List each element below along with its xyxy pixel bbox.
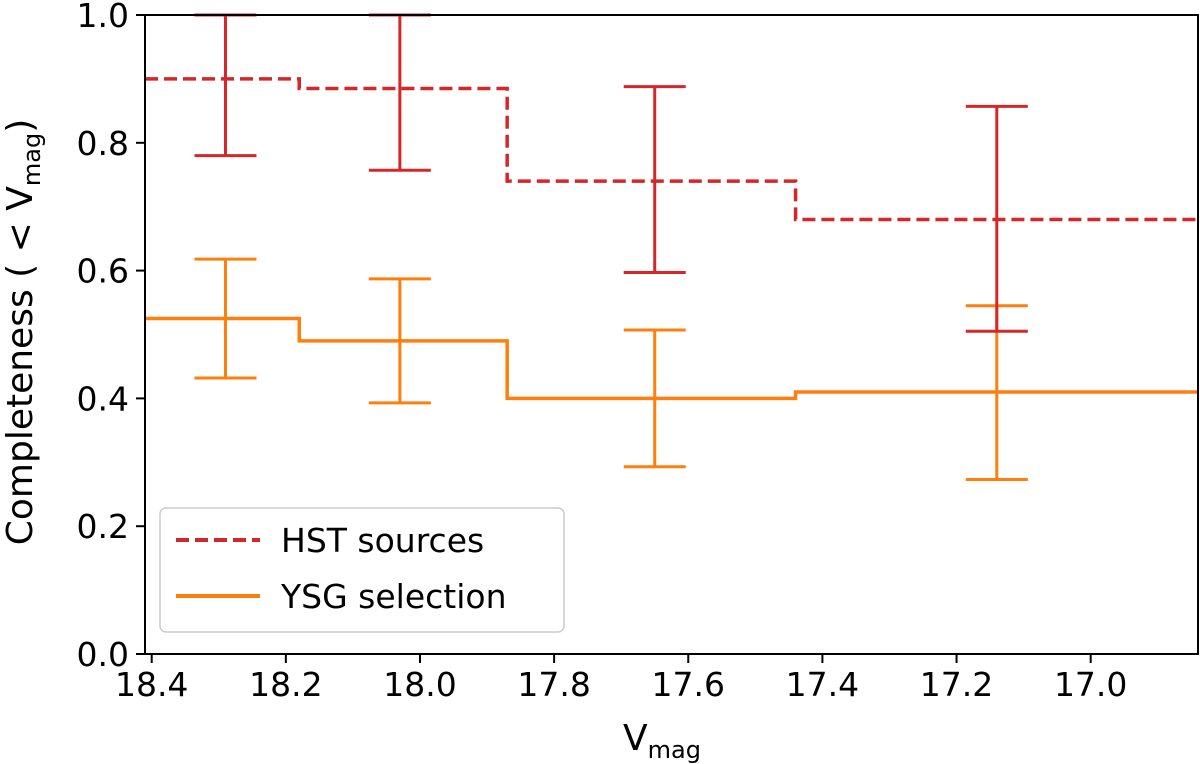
y-tick-label: 0.2 [77, 507, 129, 546]
step-line-ysg-selection [145, 316, 1198, 401]
x-axis-label: Vmag [623, 718, 701, 764]
axis-ticks: 18.4 18.2 18.0 17.8 17.6 17.4 17.2 17.0 0.0 0.2 0.… [77, 0, 1128, 704]
error-bar-ysg-selection [368, 277, 431, 405]
step-line-hst-sources [145, 77, 1198, 222]
error-bar-ysg-selection [623, 328, 686, 469]
legend-label-hst-sources: HST sources [281, 521, 484, 560]
error-bar-hst-sources [194, 13, 257, 158]
y-axis-label-sub: mag [18, 133, 46, 186]
legend-box [159, 507, 565, 633]
x-axis-label-main: V [623, 718, 648, 759]
x-tick-label: 18.2 [249, 665, 322, 704]
x-tick-label: 18.0 [383, 665, 456, 704]
error-bar-hst-sources [368, 13, 431, 172]
x-tick-label: 17.0 [1054, 665, 1127, 704]
x-axis-label-sub: mag [648, 736, 701, 764]
y-tick-label: 0.8 [77, 124, 129, 163]
error-bar-ysg-selection [194, 257, 257, 380]
x-tick-label: 17.8 [517, 665, 590, 704]
error-bar-hst-sources [965, 104, 1028, 333]
y-tick-label: 0.0 [77, 635, 129, 674]
y-axis-label-main: Completeness ( < V [0, 186, 41, 546]
y-tick-label: 0.4 [77, 379, 129, 418]
error-bar-hst-sources [623, 85, 686, 275]
x-tick-label: 17.4 [786, 665, 859, 704]
y-tick-label: 0.6 [77, 252, 129, 291]
x-tick-label: 17.6 [652, 665, 725, 704]
y-axis-label-tail: ) [0, 119, 41, 133]
axes-frame [144, 14, 1199, 655]
legend-label-ysg-selection: YSG selection [280, 577, 507, 616]
plot-area [145, 13, 1198, 482]
legend: HST sources YSG selection [159, 507, 565, 633]
y-axis-label: Completeness ( < Vmag) [0, 119, 46, 546]
x-tick-label: 18.4 [115, 665, 188, 704]
y-tick-label: 1.0 [77, 0, 129, 35]
x-tick-label: 17.2 [920, 665, 993, 704]
